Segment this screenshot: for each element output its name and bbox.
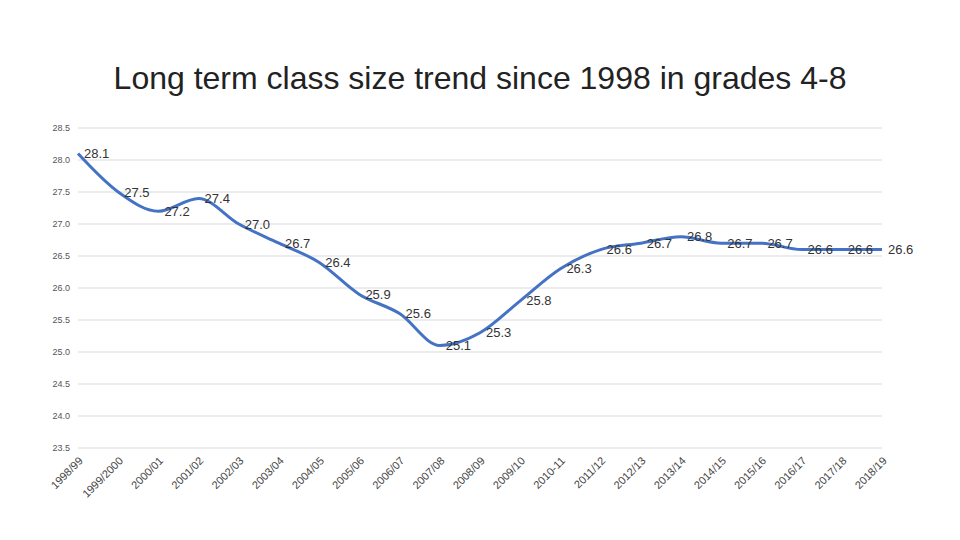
html-text:Long term class size trend sin: Long term class size trend since 1998 in… [113, 60, 847, 96]
svg-text:23.5: 23.5 [52, 443, 70, 453]
svg-text:26.0: 26.0 [52, 283, 70, 293]
svg-text:25.3: 25.3 [486, 325, 511, 340]
svg-text:26.7: 26.7 [767, 236, 792, 251]
svg-text:2010-11: 2010-11 [531, 454, 567, 490]
svg-text:1998/99: 1998/99 [48, 454, 85, 491]
svg-text:26.6: 26.6 [888, 242, 913, 257]
svg-text:27.2: 27.2 [164, 204, 189, 219]
svg-text:26.6: 26.6 [808, 242, 833, 257]
svg-text:26.6: 26.6 [848, 242, 873, 257]
svg-text:2017/18: 2017/18 [812, 454, 849, 491]
svg-text:2003/04: 2003/04 [249, 454, 286, 491]
svg-text:27.4: 27.4 [205, 191, 230, 206]
svg-text:2014/15: 2014/15 [692, 454, 729, 491]
svg-text:1999/2000: 1999/2000 [80, 454, 125, 499]
svg-text:2015/16: 2015/16 [732, 454, 769, 491]
svg-text:2007/08: 2007/08 [410, 454, 447, 491]
svg-text:26.5: 26.5 [52, 251, 70, 261]
svg-text:26.4: 26.4 [325, 255, 350, 270]
svg-text:25.5: 25.5 [52, 315, 70, 325]
svg-text:2018/19: 2018/19 [852, 454, 889, 491]
svg-text:2008/09: 2008/09 [450, 454, 487, 491]
svg-text:25.6: 25.6 [406, 306, 431, 321]
svg-text:25.0: 25.0 [52, 347, 70, 357]
svg-text:26.7: 26.7 [285, 236, 310, 251]
svg-text:27.5: 27.5 [124, 185, 149, 200]
svg-text:28.5: 28.5 [52, 123, 70, 133]
svg-text:27.0: 27.0 [52, 219, 70, 229]
svg-text:26.7: 26.7 [727, 236, 752, 251]
svg-text:25.9: 25.9 [365, 287, 390, 302]
svg-text:24.5: 24.5 [52, 379, 70, 389]
svg-text:28.0: 28.0 [52, 155, 70, 165]
svg-text:2006/07: 2006/07 [370, 454, 407, 491]
svg-text:27.5: 27.5 [52, 187, 70, 197]
svg-text:24.0: 24.0 [52, 411, 70, 421]
svg-text:27.0: 27.0 [245, 217, 270, 232]
svg-text:2016/17: 2016/17 [772, 454, 809, 491]
svg-text:26.3: 26.3 [566, 261, 591, 276]
svg-text:26.6: 26.6 [607, 242, 632, 257]
svg-text:26.7: 26.7 [647, 236, 672, 251]
svg-text:2009/10: 2009/10 [491, 454, 528, 491]
svg-text:28.1: 28.1 [84, 146, 109, 161]
svg-text:2012/13: 2012/13 [611, 454, 648, 491]
svg-text:25.8: 25.8 [526, 293, 551, 308]
svg-text:2013/14: 2013/14 [651, 454, 688, 491]
svg-text:2011/12: 2011/12 [572, 454, 608, 490]
svg-text:2000/01: 2000/01 [129, 454, 166, 491]
svg-text:2002/03: 2002/03 [209, 454, 246, 491]
svg-text:26.8: 26.8 [687, 229, 712, 244]
svg-text:2005/06: 2005/06 [330, 454, 367, 491]
svg-text:2004/05: 2004/05 [290, 454, 327, 491]
svg-text:25.1: 25.1 [446, 338, 471, 353]
svg-text:2001/02: 2001/02 [169, 454, 206, 491]
